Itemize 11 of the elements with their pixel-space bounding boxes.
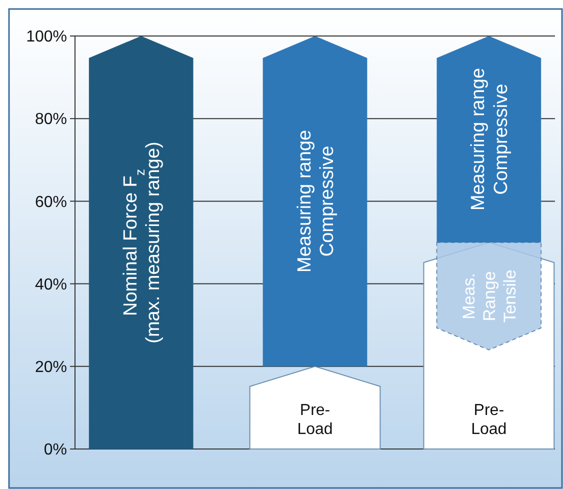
y-tick-label: 80% [34, 111, 67, 128]
y-tick-label: 20% [34, 359, 67, 376]
series-label: Meas. Range Tensile [459, 270, 520, 323]
text: Measuring range Compressive [294, 130, 338, 272]
series-label: Measuring range Compressive [468, 68, 512, 211]
y-tick-label: 40% [34, 276, 67, 294]
y-tick-label: 60% [34, 194, 67, 211]
text: Pre- Load [471, 402, 507, 438]
y-tick-label: 100% [26, 28, 67, 46]
series-label: Pre- Load [297, 402, 333, 438]
y-tick-label: 0% [44, 442, 67, 459]
